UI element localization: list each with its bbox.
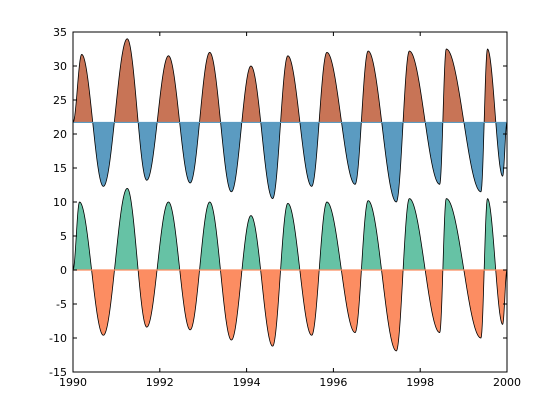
series-1-below-area	[495, 122, 508, 177]
series-2-above-area	[442, 198, 465, 271]
x-axis: 1990 1992 1994 1996 1998 2000	[59, 32, 521, 389]
series-1-above-area	[156, 55, 181, 123]
y-tick-label: -10	[49, 332, 67, 345]
series-2-above-area	[483, 198, 497, 271]
series-1-below-area	[179, 122, 200, 184]
series-2-above-area	[318, 201, 342, 271]
series-2-above-area	[114, 188, 139, 271]
series-2-below-area	[381, 269, 404, 352]
series-1-below-area	[424, 122, 444, 185]
y-tick-label: 25	[53, 94, 67, 107]
series-2-below-area	[495, 269, 508, 325]
y-tick-label: 0	[60, 264, 67, 277]
series-1-above-area	[402, 50, 426, 123]
series-2-below-area	[137, 269, 158, 328]
series-1-above-area	[241, 65, 262, 123]
series-1-below-area	[381, 122, 404, 203]
series-1-below-area	[341, 122, 362, 185]
series-2-below-area	[340, 269, 362, 333]
series-1-above-area	[483, 48, 497, 123]
series-1-above-area	[360, 50, 383, 123]
series-2-below-area	[424, 269, 444, 333]
x-tick-label: 1992	[146, 376, 174, 389]
series-1-below-area	[299, 122, 320, 187]
series-2-above-area	[199, 201, 221, 271]
series-2-below-area	[179, 269, 200, 331]
y-tick-label: 20	[53, 128, 67, 141]
series-1-below-area	[92, 122, 115, 187]
y-tick-label: -5	[56, 298, 67, 311]
series-1-below-area	[260, 122, 281, 199]
y-tick-label: 10	[53, 196, 67, 209]
series-2-below-area	[91, 269, 115, 336]
series-2-above-area	[72, 201, 92, 271]
series-2-below-area	[463, 269, 485, 339]
series-1-above-area	[442, 48, 465, 123]
series-1-below-area	[137, 122, 158, 181]
series-1-above-area	[199, 52, 221, 123]
series-2-below-area	[299, 269, 320, 336]
x-tick-label: 1996	[319, 376, 347, 389]
plot-areas	[72, 38, 508, 352]
series-1-below-area	[220, 122, 243, 193]
x-tick-label: 1994	[233, 376, 261, 389]
series-2-below-area	[220, 269, 243, 341]
series-2-below-area	[260, 269, 281, 347]
y-tick-label: 35	[53, 26, 67, 39]
series-1-above-area	[280, 55, 301, 123]
series-2-above-area	[280, 202, 301, 271]
y-tick-label: 30	[53, 60, 67, 73]
series-1-above-area	[113, 38, 139, 123]
series-1-below-area	[463, 122, 485, 193]
y-tick-label: -15	[49, 366, 67, 379]
y-tick-label: 5	[60, 230, 67, 243]
y-axis: -15 -10 -5 0 5 10 15 20 25 30 35	[49, 26, 507, 379]
series-1-above-area	[318, 52, 342, 123]
y-tick-label: 15	[53, 162, 67, 175]
series-2-above-area	[402, 198, 426, 271]
x-tick-label: 1998	[406, 376, 434, 389]
series-2-above-area	[241, 215, 262, 271]
series-2-above-area	[156, 201, 181, 271]
x-tick-label: 2000	[493, 376, 521, 389]
x-tick-label: 1990	[59, 376, 87, 389]
series-2-above-area	[361, 200, 382, 271]
